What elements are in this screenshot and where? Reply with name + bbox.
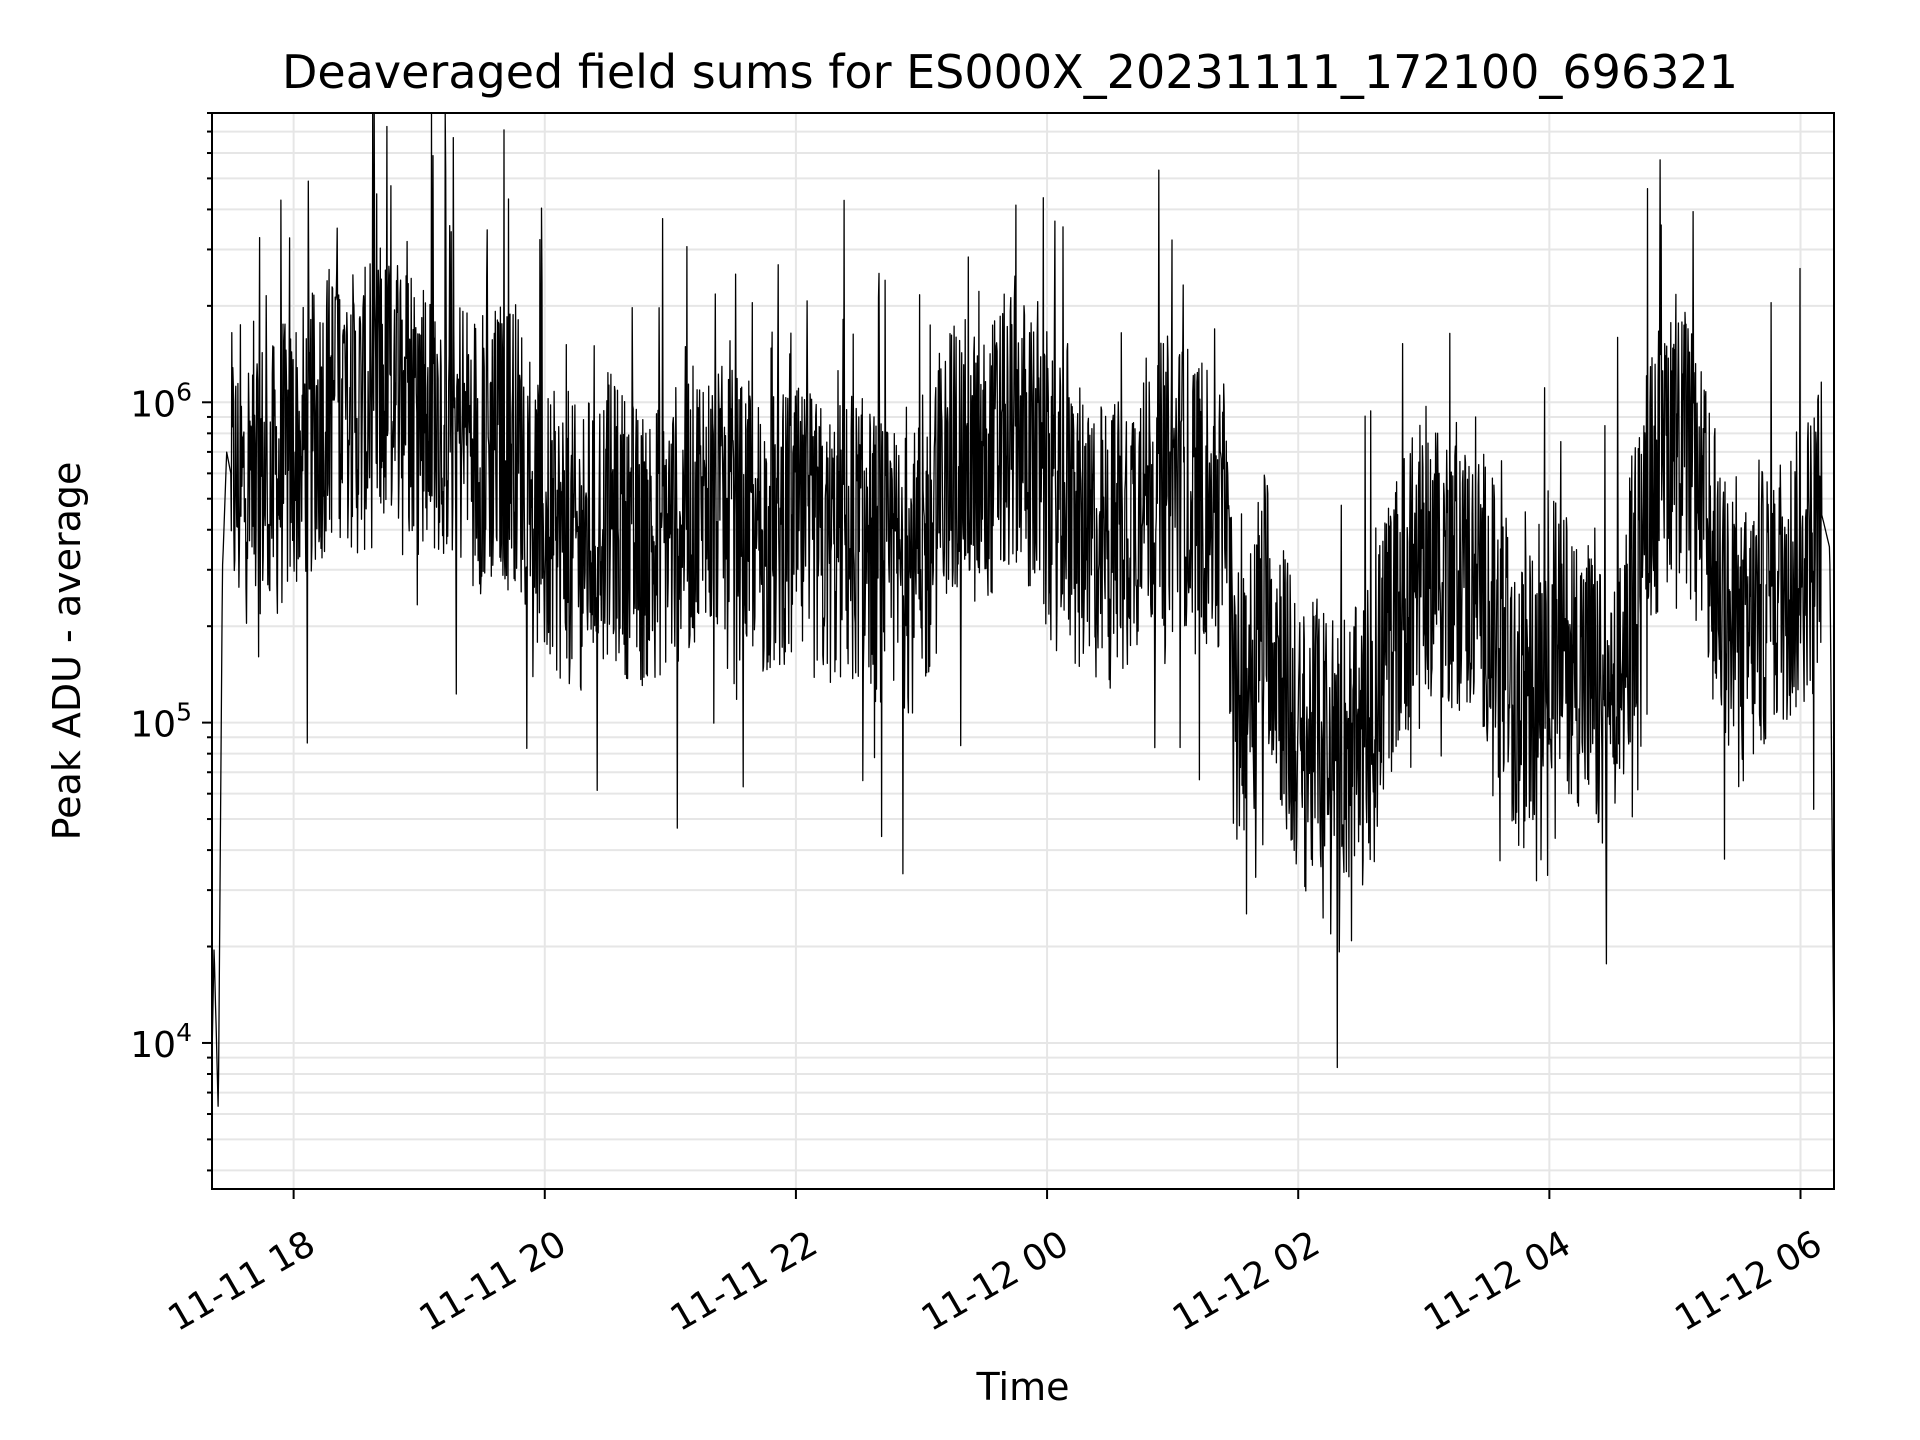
y-tick-base: 10 bbox=[130, 384, 176, 425]
series-line bbox=[211, 112, 1835, 1107]
y-tick-exponent: 6 bbox=[176, 377, 192, 406]
chart-title: Deaveraged field sums for ES000X_2023111… bbox=[282, 45, 1738, 99]
series bbox=[211, 112, 1835, 1107]
x-tick-label: 11-11 20 bbox=[413, 1223, 574, 1339]
y-tick-label: 106 bbox=[130, 377, 192, 425]
plot-frame bbox=[211, 112, 1835, 1190]
x-tick-label: 11-12 02 bbox=[1166, 1223, 1327, 1339]
y-tick-label: 105 bbox=[130, 698, 192, 746]
x-tick-label: 11-12 06 bbox=[1668, 1223, 1829, 1339]
y-tick-label: 104 bbox=[130, 1018, 192, 1066]
x-axis-label: Time bbox=[976, 1365, 1070, 1409]
x-tick-label: 11-12 04 bbox=[1417, 1223, 1578, 1339]
y-axis-label: Peak ADU - average bbox=[45, 462, 89, 841]
y-tick-exponent: 5 bbox=[176, 698, 192, 727]
x-tick-label: 11-11 22 bbox=[664, 1223, 825, 1339]
x-tick-label: 11-11 18 bbox=[161, 1223, 322, 1339]
y-tick-base: 10 bbox=[130, 1025, 176, 1066]
y-tick-exponent: 4 bbox=[176, 1018, 192, 1047]
x-tick-label: 11-12 00 bbox=[915, 1223, 1076, 1339]
x-ticks: 11-11 18 11-11 20 11-11 22 11-12 00 11-12 02… bbox=[161, 1189, 1829, 1340]
y-tick-base: 10 bbox=[130, 705, 176, 746]
